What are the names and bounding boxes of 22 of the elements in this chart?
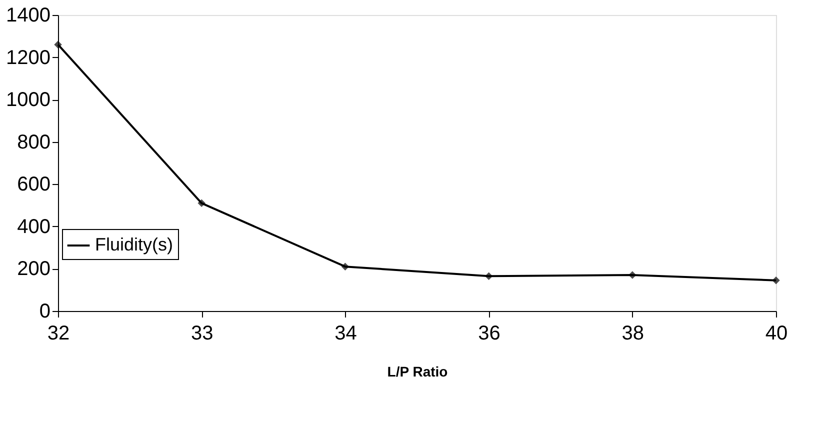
y-tick-label: 600	[17, 174, 50, 196]
legend-label: Fluidity(s)	[95, 234, 174, 254]
point	[772, 276, 780, 284]
y-tick-label: 1000	[6, 89, 50, 112]
x-axis-title: L/P Ratio	[387, 364, 448, 380]
point	[198, 199, 206, 208]
x-tick-label: 34	[334, 322, 357, 344]
point	[484, 272, 493, 280]
point	[54, 40, 62, 48]
x-tick-label: 32	[47, 322, 70, 344]
point	[628, 271, 636, 279]
y-tick-label: 1200	[6, 46, 50, 69]
y-tick-label: 800	[17, 131, 50, 154]
point	[341, 262, 350, 270]
x-tick-label: 38	[622, 322, 644, 344]
y-tick-label: 200	[17, 258, 50, 280]
y-tick-label: 400	[17, 216, 50, 238]
x-tick-label: 33	[190, 322, 214, 344]
x-tick-label: 36	[478, 322, 500, 344]
y-tick-label: 0	[39, 300, 50, 322]
x-tick-label: 40	[765, 322, 788, 344]
y-tick-label: 1400	[6, 4, 50, 26]
